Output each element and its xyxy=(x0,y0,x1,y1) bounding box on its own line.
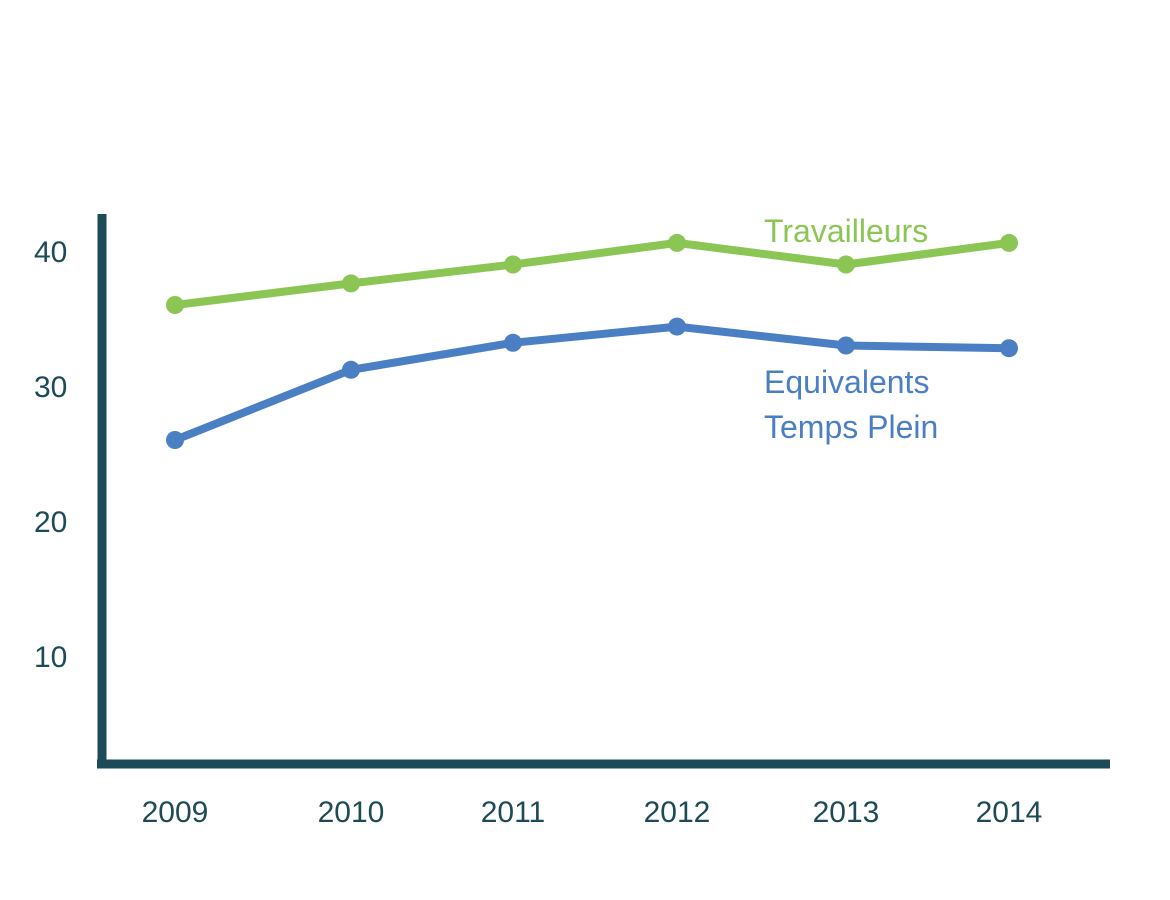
series-line-etp xyxy=(171,322,1013,444)
y-tick-label: 30 xyxy=(34,371,67,404)
data-point-etp xyxy=(166,431,184,449)
data-point-etp xyxy=(1000,339,1018,358)
data-point-travailleurs xyxy=(504,255,522,274)
x-tick-label: 2012 xyxy=(644,796,711,829)
y-tick-label: 10 xyxy=(34,641,67,674)
data-point-travailleurs xyxy=(342,274,360,293)
y-tick-label: 40 xyxy=(34,236,67,269)
data-point-travailleurs xyxy=(1000,233,1018,252)
series-label-etp: Equivalents xyxy=(764,364,929,400)
y-tick-labels: 10 20 30 40 xyxy=(34,236,67,674)
data-point-travailleurs xyxy=(837,255,855,274)
x-tick-label: 2009 xyxy=(142,796,209,829)
data-point-travailleurs xyxy=(166,296,184,314)
data-point-etp xyxy=(342,360,360,379)
x-tick-label: 2014 xyxy=(976,796,1043,829)
x-tick-labels: 2009 2010 2011 2012 2013 2014 xyxy=(142,796,1043,829)
x-tick-label: 2011 xyxy=(481,796,546,829)
y-tick-label: 20 xyxy=(34,506,67,539)
x-tick-label: 2013 xyxy=(813,796,880,829)
data-point-travailleurs xyxy=(668,233,686,252)
data-point-etp xyxy=(837,336,855,355)
x-tick-label: 2010 xyxy=(318,796,385,829)
series-line-travailleurs xyxy=(171,238,1013,309)
data-point-etp xyxy=(504,333,522,352)
data-point-etp xyxy=(668,317,686,336)
series-label-etp: Temps Plein xyxy=(764,409,938,445)
series-group xyxy=(166,233,1018,449)
series-label-travailleurs: Travailleurs xyxy=(764,213,928,249)
series-labels: Travailleurs Equivalents Temps Plein xyxy=(764,213,938,445)
